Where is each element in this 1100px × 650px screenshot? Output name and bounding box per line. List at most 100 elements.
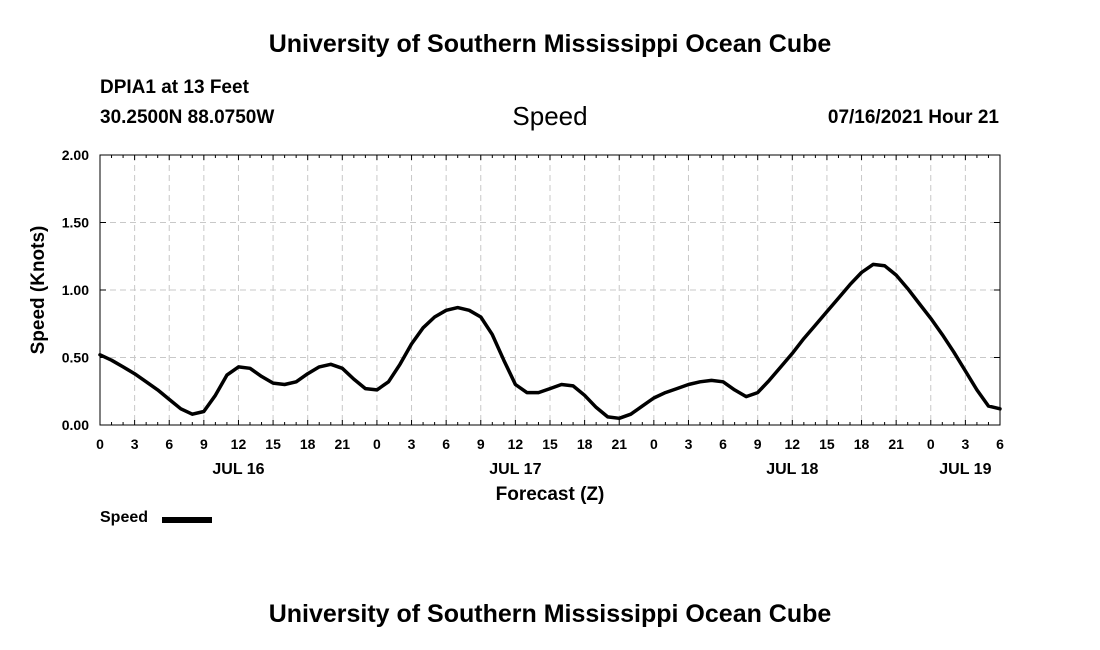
speed-data-point <box>468 309 470 311</box>
speed-data-point <box>295 381 297 383</box>
x-tick-label: 0 <box>927 436 935 452</box>
speed-data-point <box>387 381 389 383</box>
speed-data-point <box>226 374 228 376</box>
x-tick-label: 18 <box>577 436 593 452</box>
y-tick-label: 1.50 <box>62 215 89 231</box>
speed-data-point <box>872 263 874 265</box>
speed-data-point <box>584 394 586 396</box>
x-tick-label: 21 <box>335 436 351 452</box>
speed-data-point <box>595 406 597 408</box>
y-tick-label: 0.00 <box>62 417 89 433</box>
speed-data-point <box>272 382 274 384</box>
x-tick-label: 3 <box>961 436 969 452</box>
x-tick-label: 18 <box>300 436 316 452</box>
speed-data-point <box>641 405 643 407</box>
speed-data-point <box>734 389 736 391</box>
x-tick-label: 9 <box>200 436 208 452</box>
speed-data-point <box>364 388 366 390</box>
speed-data-point <box>480 316 482 318</box>
speed-data-point <box>814 324 816 326</box>
x-tick-label: 0 <box>373 436 381 452</box>
speed-data-point <box>249 367 251 369</box>
x-tick-label: 18 <box>854 436 870 452</box>
speed-data-point <box>180 408 182 410</box>
speed-data-point <box>953 351 955 353</box>
speed-data-point <box>930 317 932 319</box>
x-tick-label: 21 <box>888 436 904 452</box>
speed-data-point <box>422 327 424 329</box>
speed-data-point <box>411 343 413 345</box>
x-date-label: JUL 19 <box>939 461 991 478</box>
speed-data-point <box>826 311 828 313</box>
speed-data-point <box>318 366 320 368</box>
x-tick-label: 15 <box>819 436 835 452</box>
speed-data-point <box>99 354 101 356</box>
x-tick-label: 0 <box>96 436 104 452</box>
speed-data-point <box>803 338 805 340</box>
speed-data-point <box>941 334 943 336</box>
speed-data-point <box>999 408 1001 410</box>
speed-data-point <box>687 384 689 385</box>
speed-data-point <box>122 366 124 368</box>
legend-line-swatch <box>162 517 212 523</box>
x-date-label: JUL 18 <box>766 461 818 478</box>
grid-lines <box>100 155 1000 425</box>
speed-data-point <box>549 388 551 390</box>
speed-data-point <box>618 417 620 419</box>
x-tick-label: 15 <box>265 436 281 452</box>
speed-data-point <box>664 392 666 394</box>
speed-data-point <box>307 373 309 375</box>
station-label: DPIA1 at 13 Feet <box>100 77 249 98</box>
speed-data-point <box>111 359 113 361</box>
speed-data-point <box>780 366 782 368</box>
speed-data-point <box>168 398 170 400</box>
speed-data-point <box>134 373 136 375</box>
speed-data-point <box>976 389 978 391</box>
y-tick-label: 1.00 <box>62 282 89 298</box>
speed-data-point <box>284 384 286 385</box>
x-date-label: JUL 16 <box>212 461 264 478</box>
speed-data-point <box>203 411 205 412</box>
x-tick-label: 12 <box>785 436 801 452</box>
x-tick-label: 12 <box>508 436 524 452</box>
speed-data-point <box>376 389 378 391</box>
speed-data-point <box>191 413 193 415</box>
speed-data-point <box>237 366 239 368</box>
speed-data-point <box>503 359 505 361</box>
speed-data-point <box>918 303 920 304</box>
forecast-timestamp: 07/16/2021 Hour 21 <box>827 107 999 128</box>
x-tick-label: 15 <box>542 436 558 452</box>
speed-data-point <box>457 307 459 309</box>
speed-data-point <box>214 394 216 396</box>
speed-data-point <box>572 385 574 387</box>
speed-data-point <box>157 389 159 391</box>
y-tick-label: 2.00 <box>62 147 89 163</box>
x-tick-label: 21 <box>611 436 627 452</box>
speed-data-point <box>526 392 528 394</box>
speed-data-point <box>491 334 493 336</box>
x-tick-label: 12 <box>231 436 247 452</box>
footer-title: University of Southern Mississippi Ocean… <box>268 600 832 628</box>
speed-data-point <box>399 363 401 365</box>
speed-data-point <box>445 309 447 311</box>
x-tick-label: 3 <box>131 436 139 452</box>
x-tick-label: 6 <box>165 436 173 452</box>
y-tick-label: 0.50 <box>62 350 89 366</box>
speed-data-point <box>434 316 436 318</box>
speed-data-point <box>630 413 632 415</box>
speed-data-point <box>745 396 747 398</box>
speed-data-point <box>353 378 355 380</box>
speed-data-point <box>895 274 897 276</box>
speed-data-point <box>711 379 713 381</box>
speed-data-point <box>607 416 609 418</box>
station-coordinates: 30.2500N 88.0750W <box>100 107 275 128</box>
speed-data-point <box>987 405 989 407</box>
speed-data-point <box>537 392 539 394</box>
page-title: University of Southern Mississippi Ocean… <box>268 30 832 58</box>
speed-data-point <box>768 379 770 381</box>
chart-title: Speed <box>512 101 588 131</box>
speed-data-point <box>561 384 563 385</box>
speed-data-point <box>849 284 851 286</box>
speed-data-point <box>514 384 516 385</box>
